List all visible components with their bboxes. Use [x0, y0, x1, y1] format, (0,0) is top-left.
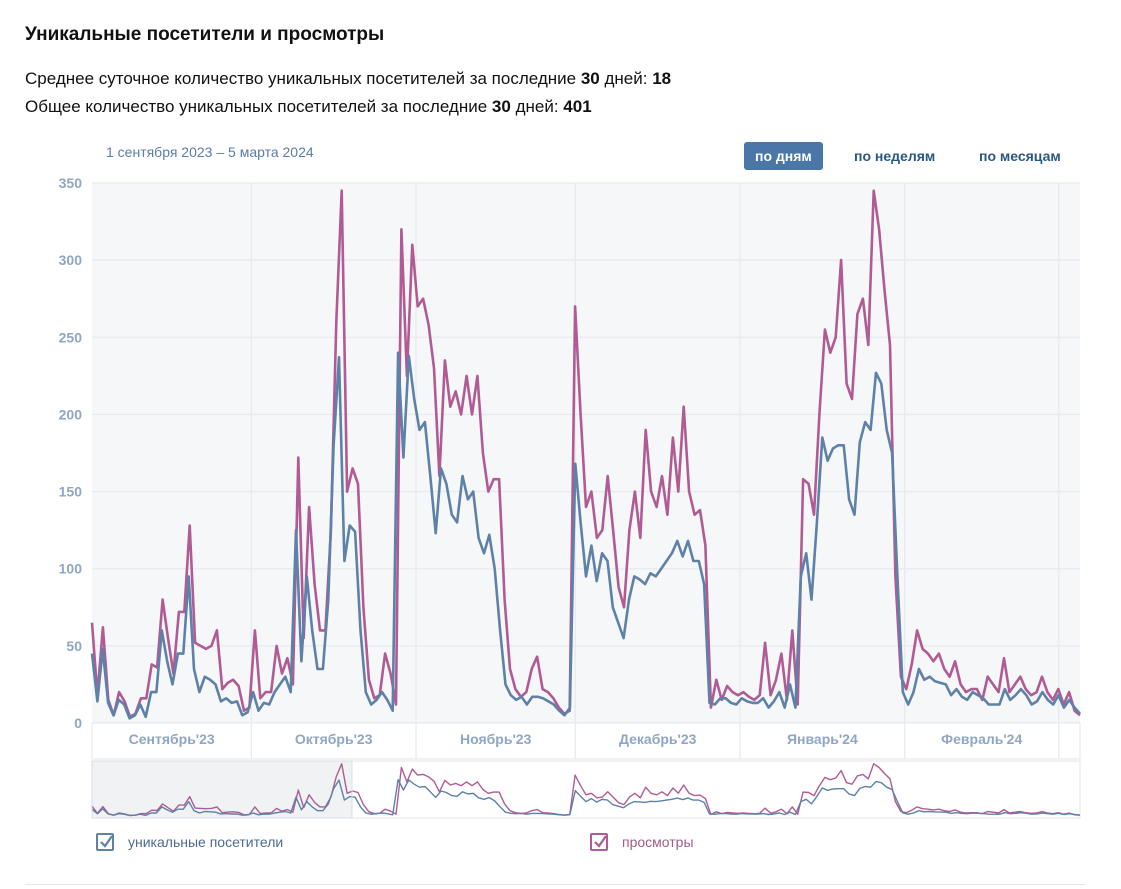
section-divider: [25, 884, 1085, 885]
checkbox-checked-icon[interactable]: [590, 833, 608, 851]
y-tick-label: 350: [59, 175, 83, 191]
stat-days: 30: [491, 97, 511, 116]
section-title: Уникальные посетители и просмотры: [25, 24, 385, 45]
x-month-label: Октябрь'23: [295, 731, 373, 747]
avg-daily-visitors-stat: Среднее суточное количество уникальных п…: [25, 69, 671, 89]
navigator-shade[interactable]: [91, 760, 353, 819]
visitors-views-chart[interactable]: 0 50 100 150 200 250 300 350 Сентябрь'23 Октябрь'…: [0, 0, 1121, 830]
checkbox-checked-icon[interactable]: [96, 833, 114, 851]
x-month-label: Февраль'24: [941, 731, 1022, 747]
mode-weeks-button[interactable]: по неделям: [854, 148, 936, 164]
navigator-line-views: [91, 763, 1081, 817]
stat-value: 18: [652, 69, 672, 88]
total-visitors-stat: Общее количество уникальных посетителей …: [25, 97, 592, 117]
y-tick-label: 100: [59, 561, 83, 577]
navigator-line-unique: [91, 779, 1081, 817]
legend-views-label: просмотры: [622, 834, 694, 850]
period-mode-switcher: по дням по неделям по месяцам: [744, 142, 1084, 170]
y-tick-label: 300: [59, 252, 83, 268]
mode-days-button[interactable]: по дням: [744, 142, 823, 170]
stat-text: дней:: [510, 97, 564, 116]
x-month-label: Январь'24: [787, 731, 858, 747]
stat-days: 30: [580, 69, 600, 88]
legend-unique-visitors-label: уникальные посетители: [128, 834, 284, 850]
stat-text: Среднее суточное количество уникальных п…: [25, 69, 581, 88]
plot-area: [92, 183, 1080, 723]
y-tick-label: 200: [59, 406, 83, 422]
date-range-label[interactable]: 1 сентября 2023 – 5 марта 2024: [106, 144, 314, 160]
stat-text: Общее количество уникальных посетителей …: [25, 97, 492, 116]
y-tick-label: 150: [59, 484, 83, 500]
x-month-label: Декабрь'23: [619, 731, 697, 747]
stat-text: дней:: [599, 69, 653, 88]
x-axis-band: [91, 722, 1081, 760]
mode-months-button[interactable]: по месяцам: [979, 148, 1061, 164]
y-tick-label: 250: [59, 329, 83, 345]
y-tick-label: 50: [66, 638, 82, 654]
series-line-unique: [90, 351, 1081, 720]
series-line-views: [90, 189, 1081, 719]
x-month-label: Ноябрь'23: [460, 731, 532, 747]
x-month-label: Сентябрь'23: [129, 731, 215, 747]
stat-value: 401: [563, 97, 592, 116]
y-tick-label: 0: [74, 715, 82, 731]
